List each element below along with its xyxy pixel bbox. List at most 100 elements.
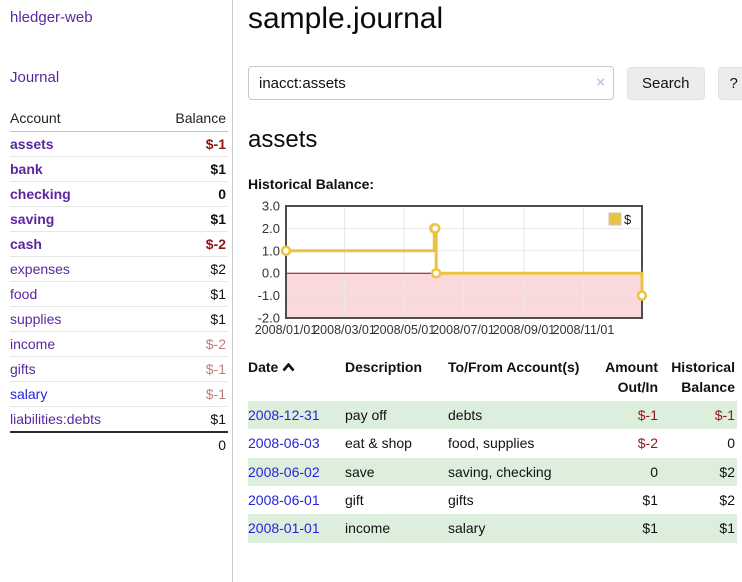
- accounts-header-balance: Balance: [149, 107, 228, 132]
- account-heading: assets: [248, 126, 318, 153]
- transaction-date-link[interactable]: 2008-06-02: [248, 463, 320, 480]
- account-row: supplies $1: [10, 306, 228, 332]
- clear-icon[interactable]: ×: [596, 74, 605, 91]
- transaction-amount: 0: [650, 463, 658, 480]
- svg-text:2008/03/01: 2008/03/01: [313, 323, 376, 337]
- account-balance: $1: [149, 156, 228, 182]
- page-title: sample.journal: [248, 2, 444, 35]
- sort-asc-icon: [282, 358, 295, 378]
- help-button[interactable]: ?: [717, 66, 742, 100]
- svg-text:2.0: 2.0: [262, 221, 280, 236]
- account-link[interactable]: salary: [10, 386, 48, 402]
- search-form: × Search ?: [248, 66, 742, 100]
- transaction-description: gift: [345, 492, 364, 509]
- svg-text:2008/11/01: 2008/11/01: [553, 323, 615, 337]
- account-link[interactable]: cash: [10, 236, 42, 252]
- transaction-description: income: [345, 520, 391, 537]
- transaction-balance: 0: [727, 435, 735, 452]
- accounts-table-body: assets $-1 bank $1 checking 0 saving $1 cash $-2 e…: [10, 131, 228, 433]
- data-point-marker: [280, 245, 292, 257]
- balance-chart[interactable]: $3.0 2.0 1.0 0.0 -1.0 -2.0 2008/01/01 2008/03/0…: [248, 201, 742, 340]
- transaction-balance: $2: [719, 492, 735, 509]
- accounts-total-value: 0: [149, 431, 228, 457]
- account-balance: $1: [149, 406, 228, 433]
- account-balance: $-1: [149, 131, 228, 157]
- account-balance: $1: [149, 306, 228, 332]
- svg-text:-2.0: -2.0: [258, 311, 280, 326]
- account-link[interactable]: gifts: [10, 361, 36, 377]
- search-button[interactable]: Search: [627, 66, 705, 100]
- transaction-balance: $-1: [714, 407, 735, 424]
- search-input[interactable]: [248, 66, 614, 100]
- account-row: cash $-2: [10, 231, 228, 257]
- register-header-description: Description: [345, 359, 423, 375]
- account-balance: $-1: [149, 356, 228, 382]
- account-link[interactable]: liabilities:debts: [10, 411, 102, 427]
- svg-text:2008/09/01: 2008/09/01: [493, 323, 556, 337]
- account-link[interactable]: expenses: [10, 261, 70, 277]
- register-header-amount: Amount Out/In: [605, 359, 658, 395]
- data-point-marker: [430, 267, 442, 279]
- brand-link[interactable]: hledger-web: [10, 9, 93, 26]
- account-row: food $1: [10, 281, 228, 307]
- account-link[interactable]: income: [10, 336, 56, 352]
- svg-text:1.0: 1.0: [262, 243, 280, 258]
- svg-text:-1.0: -1.0: [258, 288, 280, 303]
- account-row: assets $-1: [10, 131, 228, 157]
- transaction-amount: $1: [642, 520, 658, 537]
- account-link[interactable]: checking: [10, 186, 71, 202]
- svg-text:0.0: 0.0: [262, 266, 280, 281]
- svg-text:$: $: [624, 212, 632, 227]
- transaction-accounts: gifts: [448, 492, 474, 509]
- transaction-date-link[interactable]: 2008-06-01: [248, 492, 320, 509]
- transaction-row: 2008-06-01 gift gifts $1 $2: [248, 486, 737, 514]
- transaction-date-link[interactable]: 2008-01-01: [248, 520, 320, 537]
- transaction-description: save: [345, 463, 375, 480]
- transaction-amount: $1: [642, 492, 658, 509]
- transaction-date-link[interactable]: 2008-12-31: [248, 407, 320, 424]
- transaction-date-link[interactable]: 2008-06-03: [248, 435, 320, 452]
- transaction-accounts: debts: [448, 407, 483, 424]
- account-link[interactable]: bank: [10, 161, 43, 177]
- register-table-body: 2008-12-31 pay off debts $-1 $-1 2008-06-03 ea…: [248, 401, 737, 543]
- account-balance: $-1: [149, 381, 228, 407]
- account-row: salary $-1: [10, 381, 228, 407]
- transaction-balance: $2: [719, 463, 735, 480]
- sidebar: hledger-web Journal Account Balance asse…: [0, 0, 233, 582]
- register-table: Date Description To/From Account(s) Amou…: [248, 356, 737, 543]
- chart-legend: $: [608, 212, 632, 227]
- register-header-balance: Historical Balance: [671, 359, 735, 395]
- account-balance: $1: [149, 281, 228, 307]
- transaction-row: 2008-06-02 save saving, checking 0 $2: [248, 457, 737, 487]
- register-header-date[interactable]: Date: [248, 356, 345, 401]
- transaction-amount: $-2: [637, 435, 658, 452]
- transaction-accounts: food, supplies: [448, 435, 535, 452]
- account-link[interactable]: saving: [10, 211, 55, 227]
- transaction-description: pay off: [345, 407, 387, 424]
- account-balance: $-2: [149, 331, 228, 357]
- transaction-balance: $1: [719, 520, 735, 537]
- chart-svg: $3.0 2.0 1.0 0.0 -1.0 -2.02008/01/012008/03/0…: [255, 201, 648, 337]
- sidebar-item-journal[interactable]: Journal: [10, 69, 60, 86]
- data-point-marker: [636, 290, 648, 301]
- account-link[interactable]: assets: [10, 136, 54, 152]
- account-balance: $1: [149, 206, 228, 232]
- chart-title: Historical Balance:: [248, 176, 375, 192]
- account-balance: 0: [149, 181, 228, 207]
- transaction-row: 2008-01-01 income salary $1 $1: [248, 514, 737, 543]
- account-row: income $-2: [10, 331, 228, 357]
- transaction-description: eat & shop: [345, 435, 412, 452]
- data-point-marker: [429, 223, 441, 234]
- transaction-row: 2008-06-03 eat & shop food, supplies $-2 0: [248, 429, 737, 457]
- transaction-accounts: salary: [448, 520, 486, 537]
- account-row: gifts $-1: [10, 356, 228, 382]
- account-row: checking 0: [10, 181, 228, 207]
- accounts-header-account: Account: [10, 107, 150, 132]
- transaction-row: 2008-12-31 pay off debts $-1 $-1: [248, 401, 737, 430]
- accounts-table: Account Balance assets $-1 bank $1 checking 0…: [10, 107, 228, 457]
- account-link[interactable]: food: [10, 286, 38, 302]
- svg-text:2008/01/01: 2008/01/01: [255, 323, 318, 337]
- account-link[interactable]: supplies: [10, 311, 62, 327]
- account-row: liabilities:debts $1: [10, 406, 228, 433]
